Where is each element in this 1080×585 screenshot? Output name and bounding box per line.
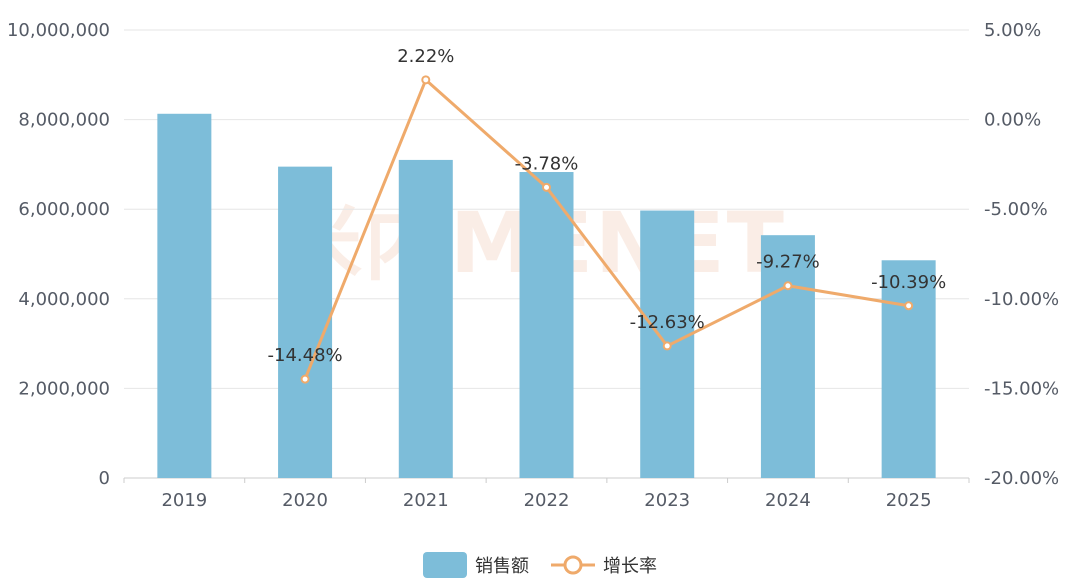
y-left-tick-label: 2,000,000 [18,378,110,399]
bar [760,235,815,478]
line-point [904,301,914,311]
x-tick-label: 2019 [161,490,207,511]
y-axis-right: -20.00% -15.00% -10.00% -5.00% 0.00% 5.00% [984,20,1059,489]
y-left-tick-label: 0 [99,468,110,489]
legend-line-label: 增长率 [603,556,657,577]
x-axis: 2019 2020 2021 2022 2023 2024 2025 [123,478,970,511]
line-path [303,78,909,380]
line-point [300,374,310,384]
bar [881,260,936,478]
y-left-tick-label: 6,000,000 [18,199,110,220]
x-tick-label: 2023 [644,490,690,511]
legend-bar-label: 销售额 [475,556,529,577]
y-left-tick-label: 8,000,000 [18,110,110,131]
data-label: 2.22% [397,46,454,67]
x-tick-label: 2021 [403,490,449,511]
data-labels: -14.48% 2.22% -3.78% -12.63% -9.27% -10.39% [268,46,947,366]
x-tick-label: 2024 [765,490,811,511]
line-point [421,75,431,85]
line-series [300,75,914,384]
data-label: -12.63% [630,312,705,333]
bar-series [157,113,936,479]
y-right-tick-label: -20.00% [984,468,1059,489]
legend-bar-swatch [423,552,467,578]
bar [157,113,212,478]
line-point [783,281,793,291]
data-label: -10.39% [871,272,946,293]
bar [519,172,574,479]
y-axis-left: 0 2,000,000 4,000,000 6,000,000 8,000,000 10,… [7,20,110,489]
y-right-tick-label: -5.00% [984,199,1048,220]
y-left-tick-label: 10,000,000 [7,20,110,41]
data-label: -3.78% [515,153,579,174]
y-right-tick-label: 0.00% [984,110,1041,131]
data-label: -9.27% [756,252,820,273]
x-tick-label: 2022 [524,490,570,511]
line-point [662,341,672,351]
y-right-tick-label: -10.00% [984,289,1059,310]
bar [278,166,333,478]
legend-line-swatch [551,555,595,575]
y-right-tick-label: -15.00% [984,378,1059,399]
line-point [542,182,551,192]
data-label: -14.48% [268,345,343,366]
legend-item-bar[interactable]: 销售额 [423,552,529,578]
y-right-tick-label: 5.00% [984,20,1041,41]
legend: 销售额 增长率 [0,548,1080,582]
x-tick-label: 2025 [886,490,932,511]
y-left-tick-label: 4,000,000 [18,289,110,310]
x-tick-label: 2020 [282,490,328,511]
bar [398,159,453,479]
legend-item-line[interactable]: 增长率 [551,552,657,578]
